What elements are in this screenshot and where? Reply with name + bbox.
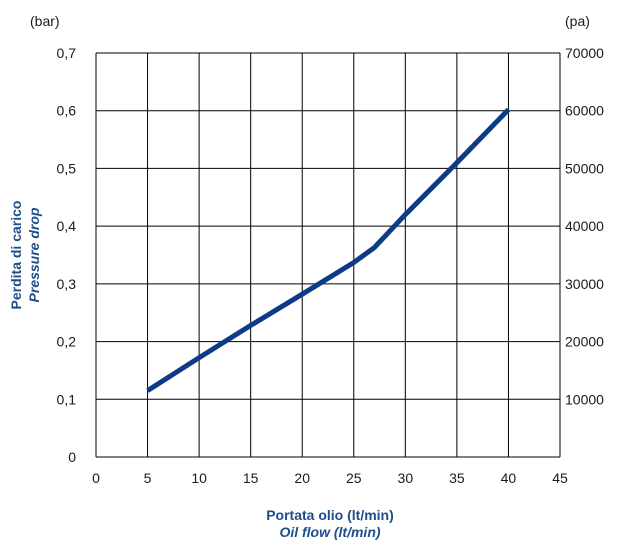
tick-labels: 0 5 10 15 20 25 30 35 40 45 0 0,1 0,2 0,3 0,4 0,5 0,6 0,7… xyxy=(57,45,605,486)
pressure-drop-line xyxy=(146,107,511,393)
x-tick-label: 40 xyxy=(501,470,517,486)
y-tick-label: 0,6 xyxy=(57,103,77,119)
x-tick-label: 15 xyxy=(243,470,259,486)
x-tick-label: 0 xyxy=(92,470,100,486)
y-tick-label: 0,5 xyxy=(57,160,77,176)
y2-tick-label: 70000 xyxy=(565,45,604,61)
y2-tick-label: 20000 xyxy=(565,334,604,350)
x-tick-label: 35 xyxy=(449,470,465,486)
y-axis-title-en: Pressure drop xyxy=(26,207,42,302)
x-tick-label: 10 xyxy=(191,470,207,486)
x-tick-label: 45 xyxy=(552,470,568,486)
y2-tick-label: 30000 xyxy=(565,276,604,292)
grid xyxy=(95,52,561,458)
series-layer xyxy=(146,107,511,393)
x-axis-title-en: Oil flow (lt/min) xyxy=(279,524,380,540)
y-tick-label: 0,1 xyxy=(57,391,77,407)
y-tick-label: 0,2 xyxy=(57,334,77,350)
left-unit-label: (bar) xyxy=(30,13,60,29)
y2-tick-label: 60000 xyxy=(565,103,604,119)
y-tick-label: 0,7 xyxy=(57,45,77,61)
x-tick-label: 30 xyxy=(398,470,414,486)
y-axis-title: Perdita di carico xyxy=(8,201,24,310)
y-tick-label: 0 xyxy=(68,449,76,465)
y2-tick-label: 50000 xyxy=(565,160,604,176)
y-tick-label: 0,3 xyxy=(57,276,77,292)
right-unit-label: (pa) xyxy=(565,13,590,29)
y2-tick-label: 10000 xyxy=(565,391,604,407)
x-tick-label: 25 xyxy=(346,470,362,486)
y-tick-label: 0,4 xyxy=(57,218,77,234)
x-tick-label: 5 xyxy=(144,470,152,486)
x-tick-label: 20 xyxy=(294,470,310,486)
x-axis-title: Portata olio (lt/min) xyxy=(266,507,394,523)
y2-tick-label: 40000 xyxy=(565,218,604,234)
